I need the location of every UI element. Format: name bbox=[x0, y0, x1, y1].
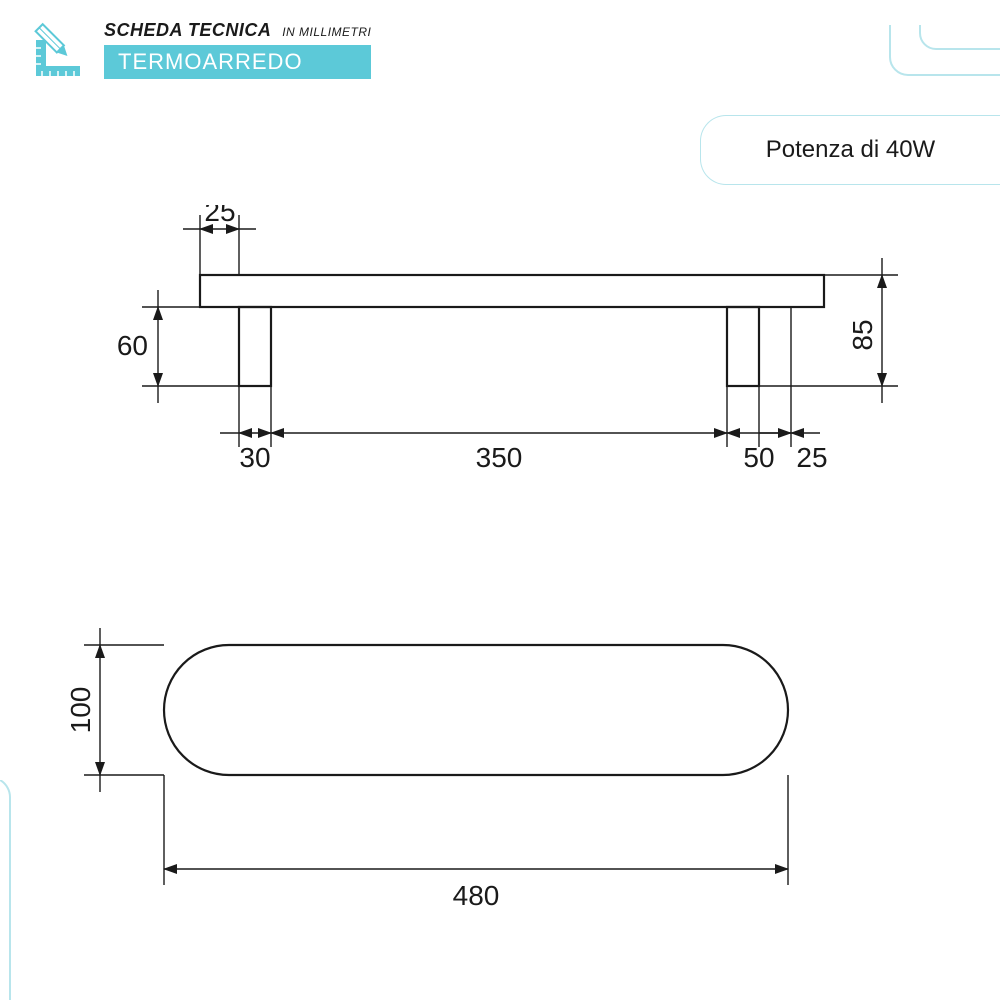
dim-side-overhang-right: 25 bbox=[796, 442, 827, 473]
dim-side-leg-offset-right: 50 bbox=[743, 442, 774, 473]
dim-side-leg-height: 60 bbox=[117, 330, 148, 361]
header-text: SCHEDA TECNICA IN MILLIMETRI TERMOARREDO bbox=[104, 20, 371, 79]
header-unit: IN MILLIMETRI bbox=[282, 25, 371, 39]
header-title: SCHEDA TECNICA bbox=[104, 20, 271, 40]
technical-drawing: 25 60 85 30 350 50 25 100 480 bbox=[60, 205, 940, 965]
dim-top-depth: 100 bbox=[65, 687, 96, 734]
header: SCHEDA TECNICA IN MILLIMETRI TERMOARREDO bbox=[30, 20, 371, 82]
dim-top-length: 480 bbox=[453, 880, 500, 911]
dim-side-overhang-left: 25 bbox=[204, 205, 235, 227]
header-product-label: TERMOARREDO bbox=[104, 45, 371, 79]
dim-side-leg-gap: 350 bbox=[476, 442, 523, 473]
header-title-row: SCHEDA TECNICA IN MILLIMETRI bbox=[104, 20, 371, 41]
corner-decor-top-right bbox=[860, 25, 1000, 95]
dim-side-leg-offset-left: 30 bbox=[239, 442, 270, 473]
ruler-pencil-icon bbox=[30, 20, 92, 82]
power-label: Potenza di 40W bbox=[766, 136, 935, 164]
power-label-box: Potenza di 40W bbox=[700, 115, 1000, 185]
dim-side-total-height: 85 bbox=[847, 319, 878, 350]
corner-decor-bottom-left bbox=[0, 780, 12, 1000]
